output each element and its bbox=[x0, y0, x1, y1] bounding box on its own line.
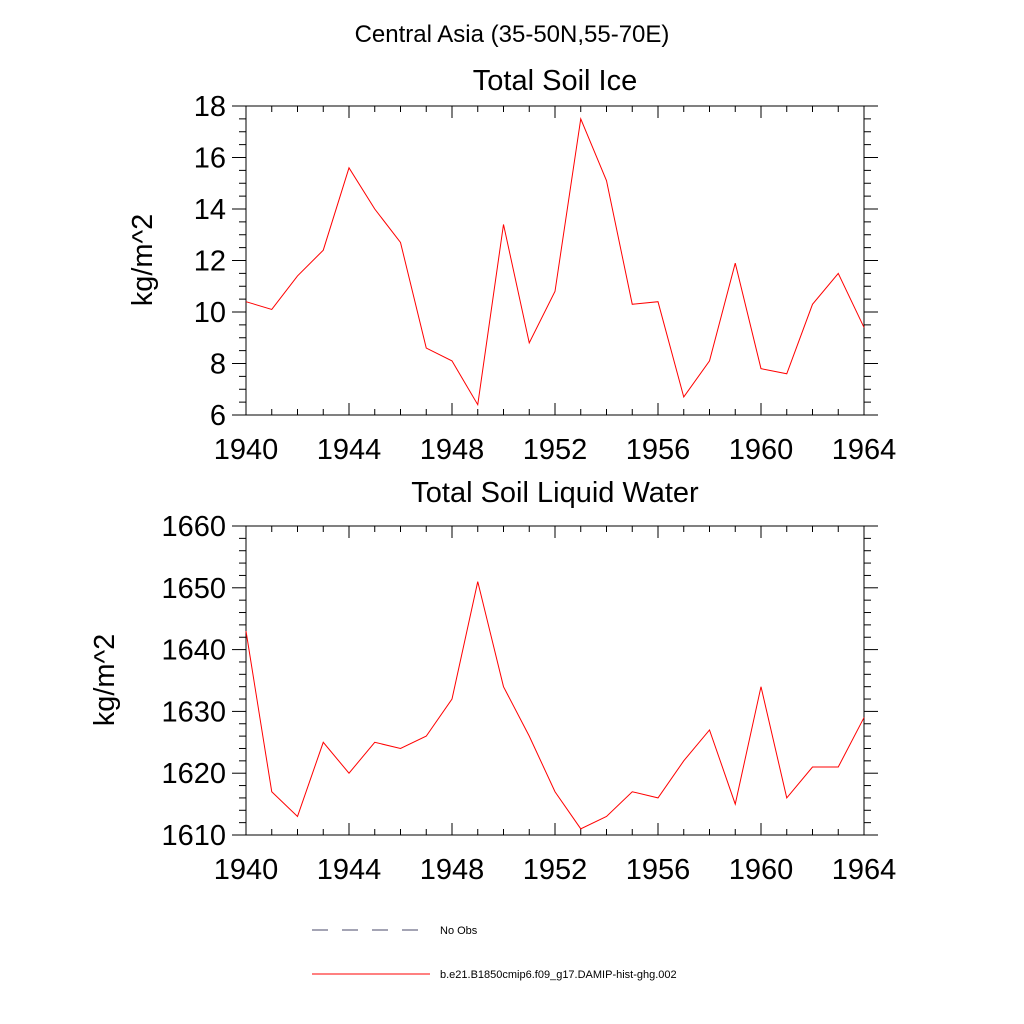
plot-frame bbox=[245, 105, 865, 416]
y-tick-label: 1610 bbox=[161, 820, 226, 852]
legend-item-no-obs: No Obs bbox=[312, 925, 478, 937]
x-tick-label: 1940 bbox=[214, 854, 279, 886]
y-tick-label: 1650 bbox=[161, 573, 226, 605]
data-series bbox=[245, 117, 865, 407]
y-tick-label: 12 bbox=[194, 246, 226, 278]
x-tick-label: 1964 bbox=[832, 434, 897, 466]
y-tick-label: 6 bbox=[210, 400, 226, 432]
x-tick-label: 1948 bbox=[420, 854, 485, 886]
y-tick-label: 1640 bbox=[161, 635, 226, 667]
y-tick-label: 1620 bbox=[161, 758, 226, 790]
x-tick-label: 1956 bbox=[626, 854, 691, 886]
y-axis-label: kg/m^2 bbox=[89, 634, 121, 727]
x-tick-label: 1964 bbox=[832, 854, 897, 886]
panel-title: Total Soil Liquid Water bbox=[411, 477, 699, 509]
y-tick-label: 10 bbox=[194, 297, 226, 329]
y-tick-label: 8 bbox=[210, 349, 226, 381]
y-axis-label: kg/m^2 bbox=[127, 214, 159, 307]
y-tick-label: 1630 bbox=[161, 696, 226, 728]
x-tick-label: 1940 bbox=[214, 434, 279, 466]
y-tick-label: 1660 bbox=[161, 511, 226, 543]
legend-item-model-run: b.e21.B1850cmip6.f09_g17.DAMIP-hist-ghg.… bbox=[312, 969, 677, 981]
x-tick-label: 1944 bbox=[317, 854, 382, 886]
y-tick-label: 16 bbox=[194, 143, 226, 175]
x-tick-label: 1960 bbox=[729, 854, 794, 886]
panel-total-soil-ice: Total Soil Ice kg/m^2 1940 1944 1948 1952 19… bbox=[127, 65, 896, 466]
figure-title: Central Asia (35-50N,55-70E) bbox=[355, 21, 670, 48]
axis-tick-labels: 1940 1944 1948 1952 1956 1960 1964 1610 1620 1630… bbox=[161, 511, 896, 886]
data-series bbox=[245, 581, 865, 830]
axis-ticks bbox=[232, 105, 878, 416]
y-tick-label: 14 bbox=[194, 194, 226, 226]
axis-tick-labels: 1940 1944 1948 1952 1956 1960 1964 6 8 10 12 14 16 18 bbox=[194, 91, 897, 466]
x-tick-label: 1960 bbox=[729, 434, 794, 466]
x-tick-label: 1956 bbox=[626, 434, 691, 466]
plot-frame bbox=[245, 525, 865, 836]
panel-total-soil-liquid-water: Total Soil Liquid Water kg/m^2 1940 1944 1… bbox=[89, 477, 896, 886]
legend: No Obs b.e21.B1850cmip6.f09_g17.DAMIP-hi… bbox=[312, 925, 677, 981]
legend-label: b.e21.B1850cmip6.f09_g17.DAMIP-hist-ghg.… bbox=[440, 969, 677, 981]
legend-label: No Obs bbox=[440, 925, 478, 937]
x-tick-label: 1952 bbox=[523, 434, 588, 466]
series-line bbox=[245, 117, 865, 407]
panel-title: Total Soil Ice bbox=[473, 65, 637, 97]
x-tick-label: 1948 bbox=[420, 434, 485, 466]
x-tick-label: 1952 bbox=[523, 854, 588, 886]
y-tick-label: 18 bbox=[194, 91, 226, 123]
x-tick-label: 1944 bbox=[317, 434, 382, 466]
axis-ticks bbox=[232, 525, 878, 836]
series-line bbox=[245, 581, 865, 830]
